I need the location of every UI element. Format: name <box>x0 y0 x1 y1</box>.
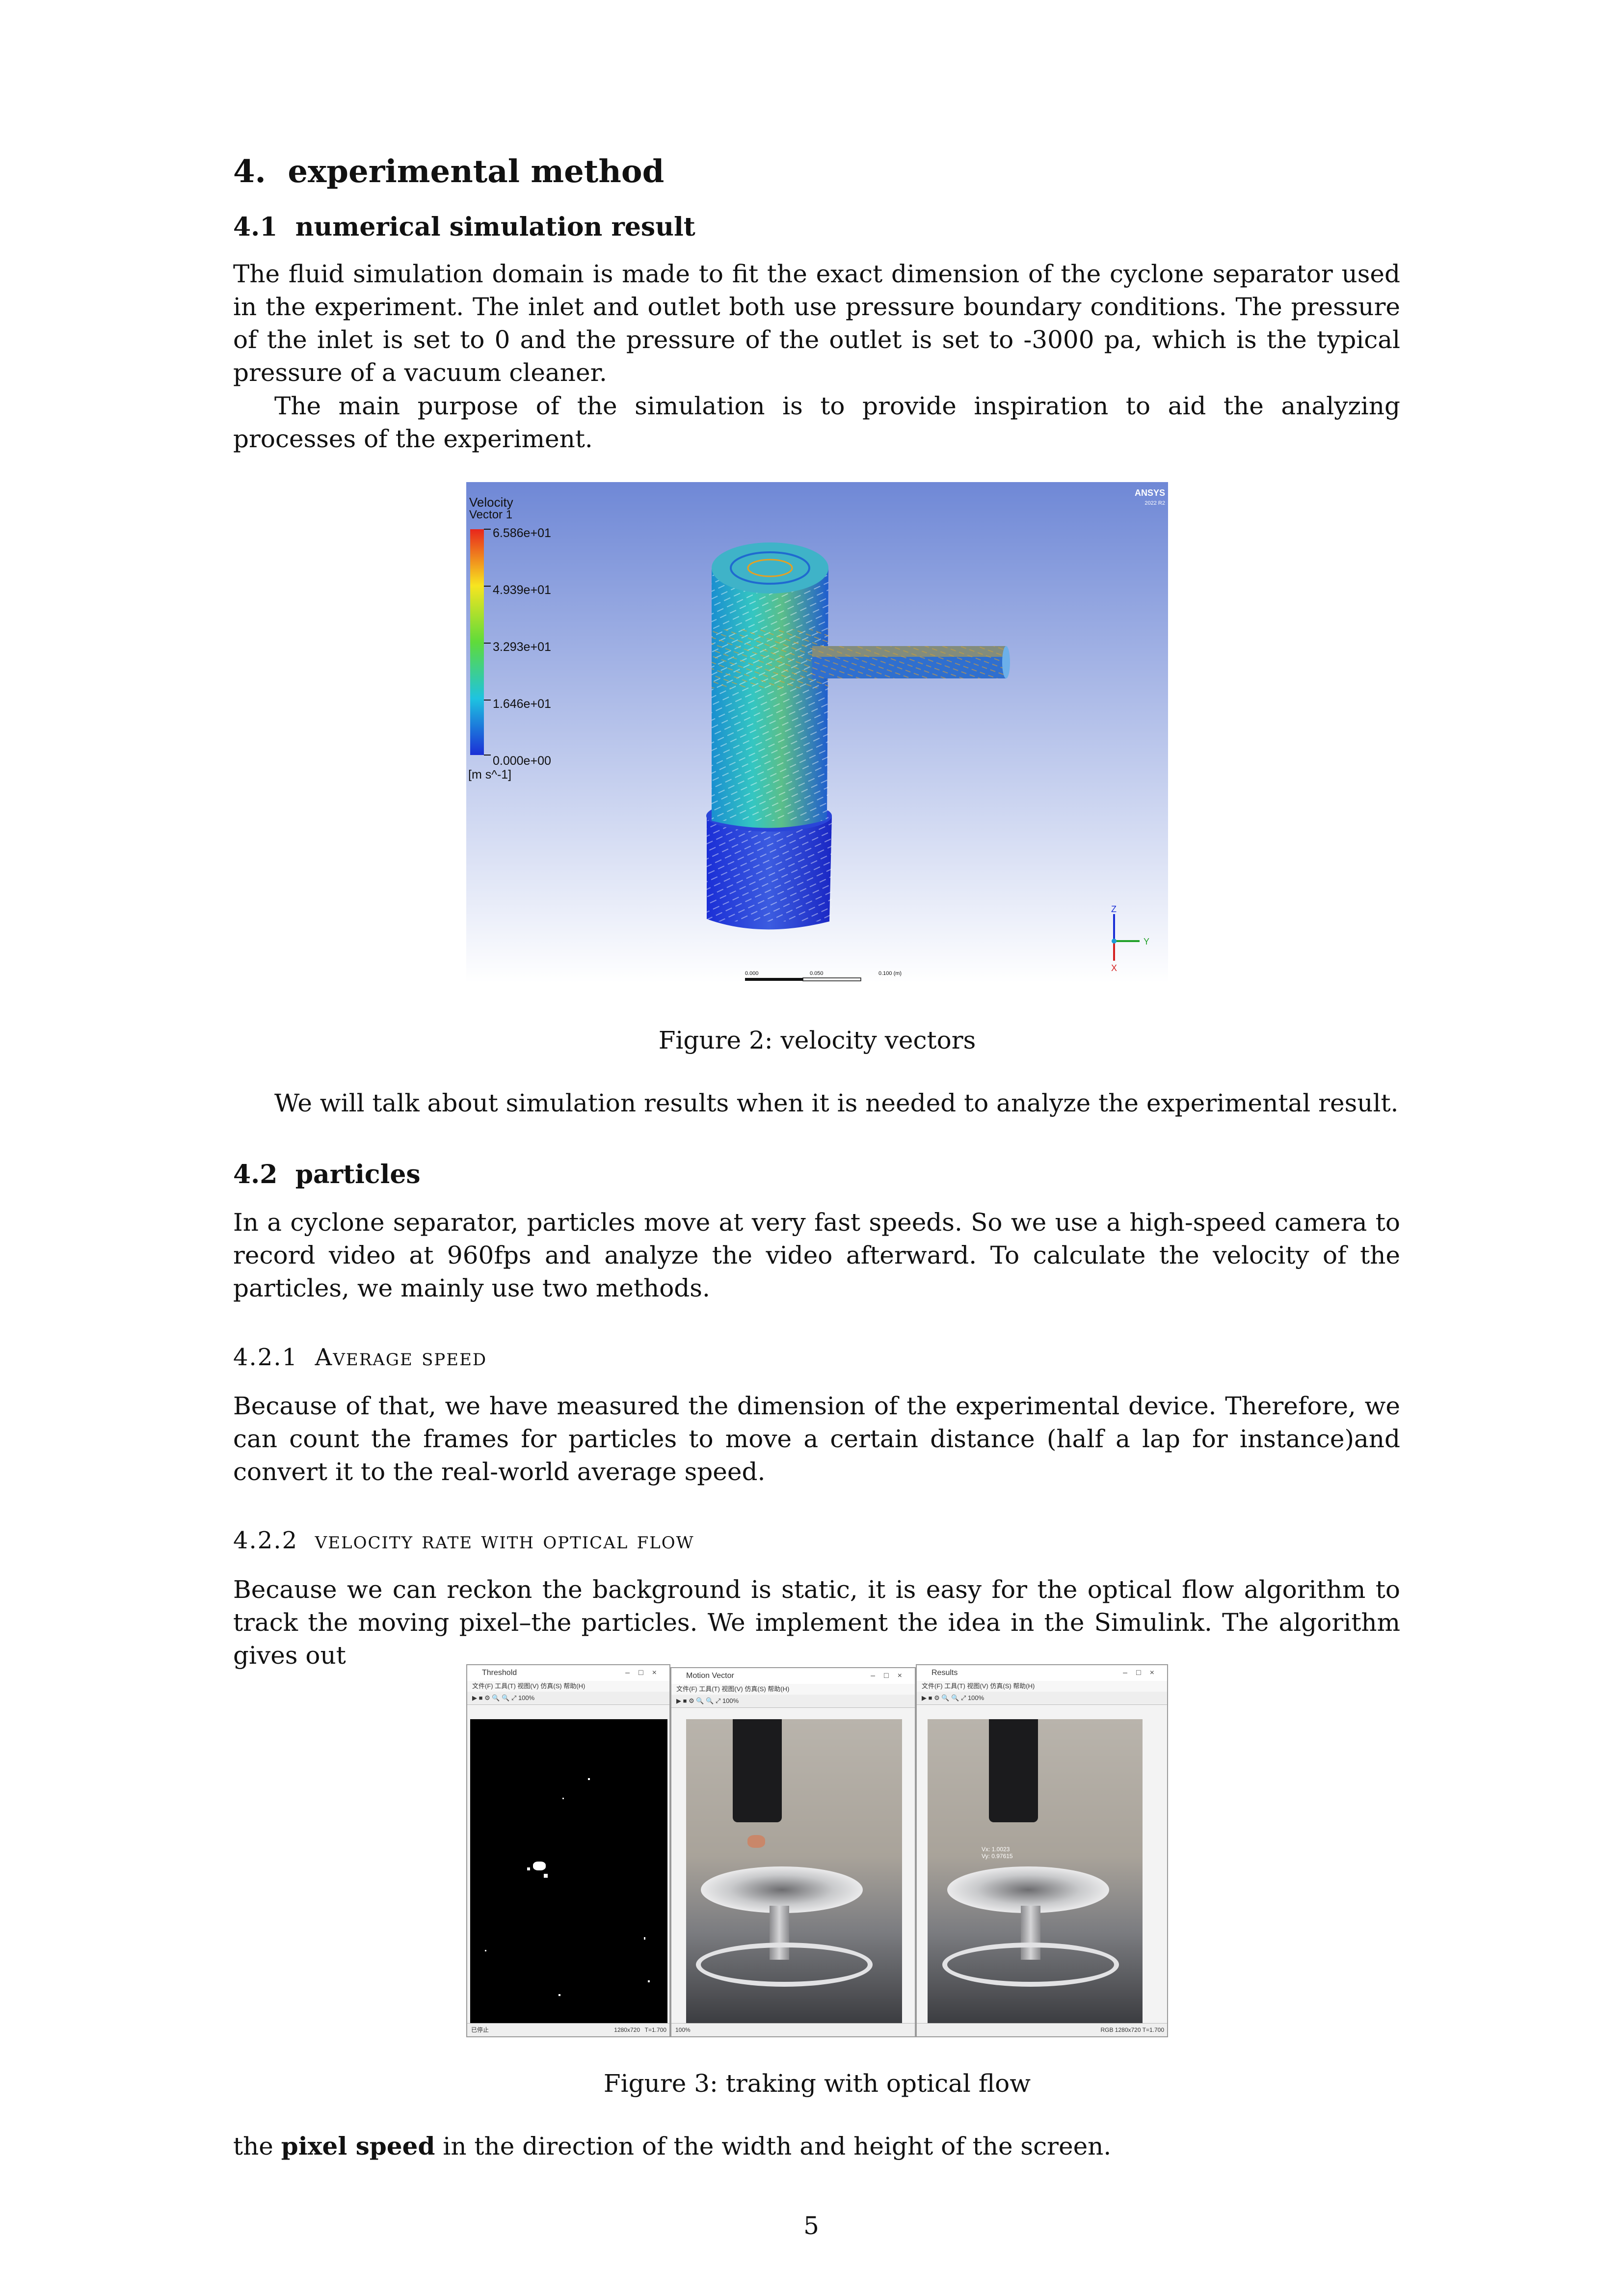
window-toolbar[interactable]: ▶ ■ ⚙ 🔍 🔍 ⤢ 100% <box>671 1695 915 1708</box>
subsubsection-heading-4-2-1: 4.2.1 Average speed <box>233 1344 487 1371</box>
cyclone-geometry <box>706 542 1010 930</box>
paragraph-3: We will talk about simulation results wh… <box>274 1089 1399 1117</box>
page-number: 5 <box>803 2212 819 2240</box>
paragraph-1: The fluid simulation domain is made to f… <box>233 260 1400 387</box>
subsection-heading-4-1: 4.1 numerical simulation result <box>233 212 695 242</box>
window-title: Threshold <box>482 1669 517 1677</box>
subsubsection-title: velocity rate with optical flow <box>315 1527 694 1554</box>
paragraph-5: Because of that, we have measured the di… <box>233 1392 1400 1486</box>
legend-value: 6.586e+01 <box>493 526 551 540</box>
window-menubar[interactable]: 文件(F) 工具(T) 视图(V) 仿真(S) 帮助(H) <box>467 1681 669 1692</box>
window-titlebar: Motion Vector –□× <box>671 1668 915 1684</box>
text-run: the <box>233 2132 281 2161</box>
vx-readout: Vx: 1.0023 <box>982 1846 1010 1853</box>
motion-vector-window: Motion Vector –□× 文件(F) 工具(T) 视图(V) 仿真(S… <box>670 1667 916 2037</box>
zoom-level: 100% <box>722 1697 739 1704</box>
subsection-title: numerical simulation result <box>295 212 695 242</box>
window-titlebar: Threshold –□× <box>467 1665 669 1681</box>
section-heading: 4. experimental method <box>233 153 664 190</box>
paragraph-7: the pixel speed in the direction of the … <box>233 2130 1400 2163</box>
subsection-heading-4-2: 4.2 particles <box>233 1160 421 1189</box>
legend-value: 4.939e+01 <box>493 583 551 597</box>
window-controls[interactable]: –□× <box>1123 1669 1163 1677</box>
legend-value: 1.646e+01 <box>493 697 551 711</box>
scale-label: 0.100 (m) <box>878 971 902 976</box>
status-text: 100% <box>675 2026 691 2033</box>
legend-unit: [m s^-1] <box>468 768 511 782</box>
paragraph-2: The main purpose of the simulation is to… <box>233 392 1400 453</box>
status-text: RGB 1280x720 T=1.700 <box>1100 2026 1164 2033</box>
scale-label: 0.050 <box>810 971 824 976</box>
ansys-version: 2022 R2 <box>1144 500 1165 506</box>
window-statusbar: 100% <box>671 2023 915 2036</box>
colorbar <box>470 529 484 755</box>
axis-y-label: Y <box>1144 937 1149 946</box>
subsubsection-heading-4-2-2: 4.2.2 velocity rate with optical flow <box>233 1527 694 1554</box>
legend-subtitle: Vector 1 <box>469 508 512 521</box>
paragraph-6: Because we can reckon the background is … <box>233 1575 1400 1670</box>
figure-velocity-vectors: Velocity Vector 1 6.586e+01 4.939e+01 3.… <box>466 482 1168 983</box>
figure-optical-flow: Threshold –□× 文件(F) 工具(T) 视图(V) 仿真(S) 帮助… <box>466 1664 1168 2037</box>
section-title: experimental method <box>288 153 665 190</box>
status-text: 已停止 <box>471 2026 489 2033</box>
window-titlebar: Results –□× <box>917 1665 1167 1681</box>
window-statusbar: RGB 1280x720 T=1.700 <box>917 2023 1167 2036</box>
camera-frame <box>686 1719 902 2024</box>
scale-label: 0.000 <box>745 971 759 976</box>
window-menubar[interactable]: 文件(F) 工具(T) 视图(V) 仿真(S) 帮助(H) <box>671 1684 915 1695</box>
vy-readout: Vy: 0.97615 <box>982 1853 1013 1860</box>
camera-frame: Vx: 1.0023 Vy: 0.97615 <box>928 1719 1143 2024</box>
velocity-overlay: Vx: 1.0023 Vy: 0.97615 <box>982 1846 1013 1860</box>
legend-value: 3.293e+01 <box>493 640 551 654</box>
threshold-view <box>470 1719 667 2024</box>
window-toolbar[interactable]: ▶ ■ ⚙ 🔍 🔍 ⤢ 100% <box>467 1692 669 1705</box>
window-title: Motion Vector <box>686 1672 734 1680</box>
window-statusbar: 已停止 1280x720 T=1.700 <box>467 2023 669 2036</box>
axis-triad: Z Y X <box>1111 904 1149 973</box>
axis-x-label: X <box>1111 963 1117 973</box>
paragraph-4: In a cyclone separator, particles move a… <box>233 1208 1400 1302</box>
subsubsection-number: 4.2.1 <box>233 1344 298 1371</box>
zoom-level: 100% <box>967 1694 984 1702</box>
ansys-logo: ANSYS <box>1135 488 1165 498</box>
subsection-number: 4.2 <box>233 1160 278 1189</box>
axis-z-label: Z <box>1111 904 1117 914</box>
threshold-window: Threshold –□× 文件(F) 工具(T) 视图(V) 仿真(S) 帮助… <box>466 1664 670 2037</box>
window-toolbar[interactable]: ▶ ■ ⚙ 🔍 🔍 ⤢ 100% <box>917 1692 1167 1705</box>
bold-term: pixel speed <box>281 2132 435 2161</box>
subsubsection-title: Average speed <box>315 1344 487 1371</box>
status-resolution: 1280x720 <box>614 2026 640 2033</box>
figure-3-caption: Figure 3: traking with optical flow <box>603 2069 1031 2098</box>
scale-bar: 0.000 0.050 0.100 (m) <box>745 971 902 981</box>
text-run: in the direction of the width and height… <box>435 2132 1112 2161</box>
subsubsection-number: 4.2.2 <box>233 1527 298 1554</box>
results-window: Results –□× 文件(F) 工具(T) 视图(V) 仿真(S) 帮助(H… <box>916 1664 1168 2037</box>
zoom-level: 100% <box>518 1694 535 1702</box>
window-title: Results <box>931 1669 958 1677</box>
subsection-number: 4.1 <box>233 212 278 242</box>
velocity-render: Velocity Vector 1 6.586e+01 4.939e+01 3.… <box>466 482 1168 983</box>
window-menubar[interactable]: 文件(F) 工具(T) 视图(V) 仿真(S) 帮助(H) <box>917 1681 1167 1692</box>
status-time: T=1.700 <box>644 2026 666 2033</box>
window-controls[interactable]: –□× <box>625 1669 665 1677</box>
legend-value: 0.000e+00 <box>493 754 551 768</box>
window-controls[interactable]: –□× <box>871 1672 911 1680</box>
subsection-title: particles <box>295 1160 421 1189</box>
section-number: 4. <box>233 153 266 190</box>
legend-title: Velocity <box>469 495 513 510</box>
figure-2-caption: Figure 2: velocity vectors <box>658 1026 976 1054</box>
